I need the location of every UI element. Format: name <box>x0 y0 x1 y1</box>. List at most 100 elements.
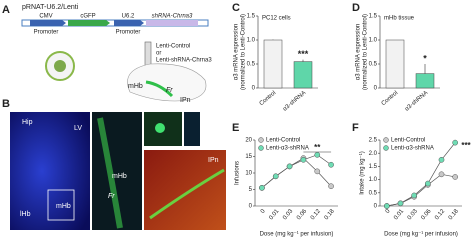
vector-title: pRNAT-U6.2/Lenti <box>22 4 79 11</box>
x-tick-label: 0.01 <box>393 208 406 221</box>
x-tick-label: α3-shRNA <box>282 90 307 112</box>
histology-image <box>184 112 200 146</box>
vector-element: U6.2 <box>122 14 135 20</box>
y-tick-label: 1.5 <box>369 164 378 170</box>
histology <box>10 112 226 230</box>
region-label: mHb <box>112 173 127 180</box>
legend-label: Lenti-Control <box>391 138 425 144</box>
y-axis-label: α3 mRNA expression <box>356 24 362 81</box>
region-label: Hip <box>22 119 33 126</box>
legend-marker <box>258 137 264 143</box>
point <box>300 156 307 163</box>
annotation: PC12 cells <box>262 16 291 22</box>
x-tick-label: 0.18 <box>448 208 461 221</box>
region-label: Fr <box>108 193 115 200</box>
x-axis-label: Dose (mg kg⁻¹ per infusion) <box>260 232 334 238</box>
y-tick-label: 20 <box>245 138 252 144</box>
y-tick-label: 5 <box>249 187 253 193</box>
point <box>438 171 445 178</box>
point <box>328 183 334 190</box>
y-tick-label: 1.5 <box>369 14 378 20</box>
x-tick-label: 0.01 <box>268 208 281 221</box>
point <box>314 168 321 175</box>
panel-label: E <box>232 122 239 134</box>
histology-image <box>10 112 90 230</box>
brain-label: IPn <box>180 97 191 104</box>
panel-label: B <box>2 98 10 110</box>
point <box>397 200 404 207</box>
legend-marker <box>383 137 389 143</box>
x-tick-label: 0.03 <box>407 208 420 221</box>
brain-label: mHb <box>128 83 143 90</box>
promoter-label: Promoter <box>34 30 59 36</box>
x-tick-label: Control <box>259 90 278 107</box>
x-tick-label: 0 <box>260 208 267 215</box>
bar <box>293 61 313 89</box>
legend-label: Lenti-α3-shRNA <box>391 146 434 152</box>
y-tick-label: 15 <box>245 154 252 160</box>
x-axis-label: Dose (mg kg⁻¹ per infusion) <box>384 232 458 238</box>
point <box>411 192 418 199</box>
point <box>383 203 390 209</box>
point <box>438 156 445 163</box>
y-tick-label: 10 <box>245 171 252 177</box>
series-line <box>386 142 456 207</box>
y-axis-label: Infusions <box>235 161 241 185</box>
legend-label: Lenti-Control <box>266 138 300 144</box>
y-tick-label: 2.5 <box>369 138 378 144</box>
x-tick-label: 0.06 <box>420 208 433 221</box>
point <box>286 163 293 170</box>
point <box>328 161 334 168</box>
x-tick-label: α3-shRNA <box>404 90 429 112</box>
brain <box>127 63 207 102</box>
region-label: IPn <box>208 157 219 164</box>
region-label: LV <box>74 125 82 132</box>
virus-core <box>54 60 66 72</box>
x-tick-label: Control <box>381 90 400 107</box>
injection-label: or <box>156 51 161 57</box>
annotation: mHb tissue <box>384 16 415 22</box>
point <box>452 139 459 146</box>
histology-image <box>144 150 226 230</box>
vector-element: cGFP <box>80 14 95 20</box>
panel-label: F <box>352 122 359 134</box>
y-tick-label: 2.0 <box>369 151 378 157</box>
green-signal <box>149 168 225 220</box>
x-tick-label: 0.18 <box>324 208 337 221</box>
promoter-label: Promoter <box>116 30 141 36</box>
x-tick-label: 0.12 <box>310 208 323 221</box>
y-axis-label: (normalized to Lenti-Control) <box>363 14 369 90</box>
series-line <box>386 173 456 207</box>
vector-element: shRNA-Chrna3 <box>152 14 193 20</box>
vector-diagram <box>21 19 209 102</box>
series-line <box>261 154 332 189</box>
y-axis-label: Intake (mg kg⁻¹) <box>360 151 366 195</box>
y-tick-label: 0 <box>252 86 256 92</box>
green-signal <box>97 117 123 229</box>
injection-label: Lenti-shRNA-Chrna3 <box>156 58 212 64</box>
x-tick-label: 0.06 <box>296 208 309 221</box>
legend-marker <box>383 145 389 151</box>
point <box>259 185 265 191</box>
y-tick-label: 0 <box>374 204 378 210</box>
point <box>314 152 321 158</box>
shrna-block <box>146 20 198 26</box>
series-line <box>261 157 332 189</box>
region-label: lHb <box>20 211 31 218</box>
legend-label: Lenti-α3-shRNA <box>266 146 309 152</box>
bar <box>263 39 283 89</box>
y-tick-label: 0.5 <box>369 190 378 196</box>
significance: * <box>423 53 427 63</box>
y-tick-label: 1.5 <box>247 14 256 20</box>
x-tick-label: 0.03 <box>282 208 295 221</box>
significance: *** <box>461 141 471 150</box>
y-tick-label: 1.0 <box>369 38 378 44</box>
syringe <box>144 41 152 67</box>
y-tick-label: 0.5 <box>369 62 378 68</box>
panel-label: C <box>232 2 240 14</box>
panel-label: D <box>352 2 360 14</box>
y-axis-label: α3 mRNA expression <box>234 24 240 81</box>
region-label: mHb <box>56 203 71 210</box>
y-axis-label: (normalized to Lenti-Control) <box>241 14 247 90</box>
